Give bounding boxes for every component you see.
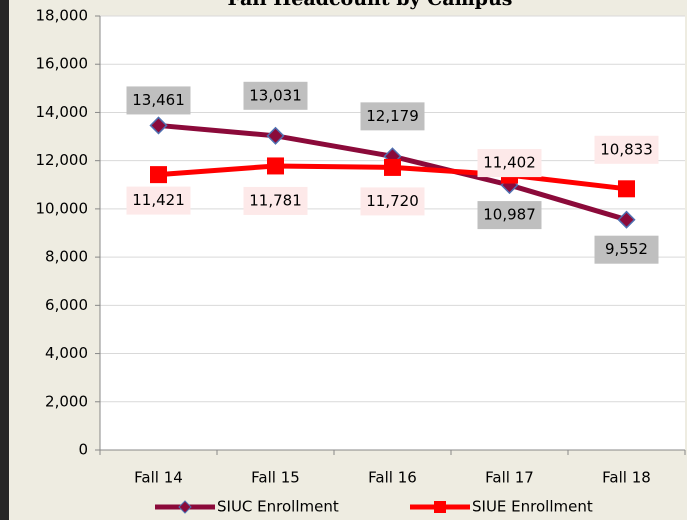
data-label: 11,720 (366, 192, 419, 210)
data-label-box (594, 135, 659, 164)
y-tick-label: 0 (78, 441, 88, 459)
data-label-box (126, 86, 191, 115)
x-tick-label: Fall 17 (485, 469, 534, 487)
x-tick-label: Fall 16 (368, 469, 417, 487)
data-label: 10,833 (600, 140, 653, 158)
y-tick-label: 10,000 (36, 199, 89, 217)
x-tick-label: Fall 14 (134, 469, 183, 487)
data-label-box (477, 149, 542, 178)
x-tick-label: Fall 18 (602, 469, 651, 487)
plot-area (100, 16, 685, 450)
data-label-box (360, 102, 425, 131)
data-label-box (243, 81, 308, 110)
data-label: 10,987 (483, 206, 536, 224)
y-tick-label: 6,000 (45, 296, 88, 314)
marker (149, 116, 168, 135)
data-label-box (594, 235, 659, 264)
y-tick-label: 18,000 (36, 7, 89, 25)
y-tick-label: 14,000 (36, 103, 89, 121)
y-tick-label: 16,000 (36, 55, 89, 73)
y-tick-label: 8,000 (45, 248, 88, 266)
data-label: 11,402 (483, 154, 536, 172)
y-tick-label: 12,000 (36, 151, 89, 169)
marker (267, 157, 284, 175)
left-border (0, 0, 9, 520)
data-label: 12,179 (366, 107, 419, 125)
chart-title: Fall Headcount by Campus (228, 0, 513, 10)
data-label-box (126, 186, 191, 215)
legend-label: SIUC Enrollment (217, 498, 339, 516)
data-label: 11,781 (249, 191, 302, 209)
data-label: 13,461 (132, 91, 185, 109)
legend-marker (434, 501, 446, 513)
x-tick-label: Fall 15 (251, 469, 300, 487)
data-label-box (477, 201, 542, 230)
data-label-box (360, 187, 425, 216)
marker (266, 126, 285, 145)
data-label: 9,552 (605, 240, 648, 258)
marker (384, 158, 401, 176)
legend-marker (178, 500, 192, 514)
marker (617, 210, 636, 229)
marker (618, 180, 635, 198)
y-tick-label: 2,000 (45, 392, 88, 410)
data-label-box (243, 186, 308, 215)
legend-label: SIUE Enrollment (472, 498, 593, 516)
data-label: 11,421 (132, 191, 185, 209)
marker (150, 166, 167, 184)
data-label: 13,031 (249, 86, 302, 104)
y-tick-label: 4,000 (45, 344, 88, 362)
